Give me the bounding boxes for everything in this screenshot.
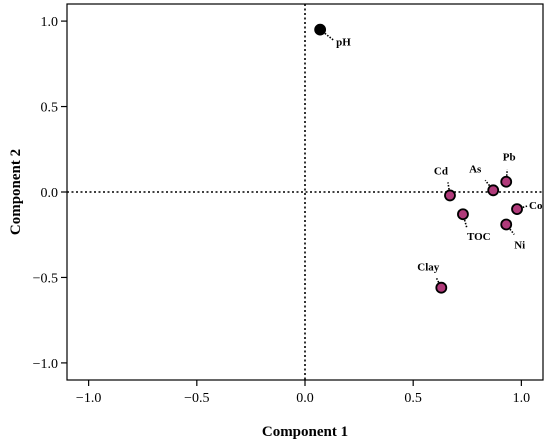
point-label: Clay — [417, 262, 440, 274]
point-marker — [500, 218, 513, 231]
point-label: Co — [529, 200, 543, 212]
x-axis-title: Component 1 — [262, 424, 348, 440]
x-tick-label: 0.5 — [404, 391, 422, 406]
x-tick-label: 0.0 — [296, 391, 314, 406]
y-tick-label: −1.0 — [33, 357, 58, 372]
point-marker — [511, 203, 523, 215]
point-marker — [444, 189, 456, 202]
point-label: Cd — [434, 165, 448, 177]
y-axis-title: Component 2 — [8, 149, 24, 235]
y-tick-label: 1.0 — [41, 15, 59, 30]
y-tick-label: −0.5 — [33, 271, 58, 286]
point-label: As — [469, 163, 482, 175]
point-marker — [500, 175, 513, 188]
point-co: Co — [511, 200, 543, 215]
point-label: TOC — [467, 231, 491, 243]
x-tick-label: 1.0 — [513, 391, 531, 406]
y-axis-ticks: −1.0 −0.5 0.0 0.5 1.0 — [33, 15, 67, 372]
label-leader-line — [462, 213, 468, 229]
point-cd: Cd — [434, 165, 456, 202]
label-leader-line — [435, 277, 443, 289]
label-leader-line — [484, 179, 494, 191]
y-tick-label: 0.0 — [41, 186, 59, 201]
point-marker — [457, 208, 469, 221]
x-axis-ticks: −1.0 −0.5 0.0 0.5 1.0 — [76, 380, 530, 406]
label-leader-line — [505, 169, 509, 182]
point-label: Ni — [514, 239, 525, 251]
point-marker — [487, 184, 500, 197]
point-pb: Pb — [500, 152, 516, 188]
point-marker — [314, 23, 327, 36]
point-clay: Clay — [417, 262, 448, 294]
label-leader-line — [447, 182, 451, 196]
x-tick-label: −1.0 — [76, 391, 101, 406]
reference-lines — [67, 4, 543, 380]
y-tick-label: 0.5 — [41, 101, 59, 116]
data-points: pH Cd As Pb Co TOC Ni Clay — [314, 23, 543, 294]
point-ph: pH — [314, 23, 351, 49]
x-tick-label: −0.5 — [184, 391, 209, 406]
point-toc: TOC — [457, 208, 491, 243]
point-marker — [435, 281, 448, 294]
point-ni: Ni — [500, 218, 525, 251]
point-label: pH — [336, 37, 351, 49]
point-label: Pb — [503, 152, 516, 164]
label-leader-line — [505, 223, 515, 235]
point-as: As — [469, 163, 500, 197]
